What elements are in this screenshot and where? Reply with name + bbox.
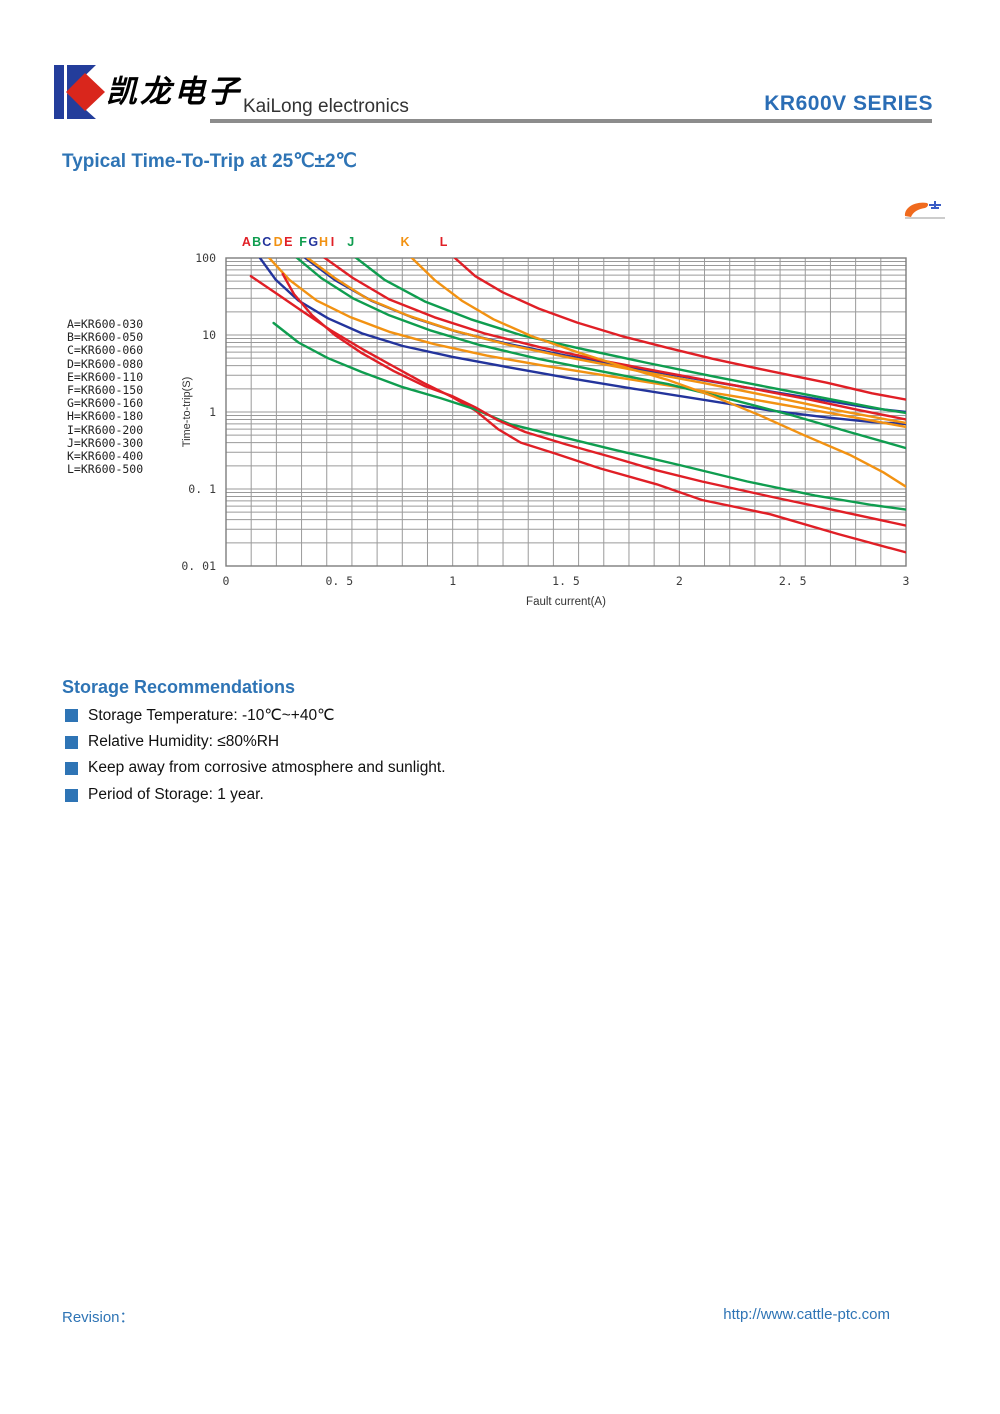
x-tick-2: 2 [676,574,683,588]
bullet-square-icon [65,762,78,775]
x-tick-2. 5: 2. 5 [779,574,807,588]
curve-label-L: L [440,235,448,249]
legend-entry: I=KR600-200 [67,422,144,437]
y-tick-0. 1: 0. 1 [188,482,216,496]
curve-E [281,272,906,527]
series-label: KR600V SERIES [764,92,933,115]
legend-entry: A=KR600-030 [67,317,144,331]
y-tick-100: 100 [195,251,216,265]
storage-item-text: Period of Storage: 1 year. [88,785,264,803]
curve-label-H: H [319,235,328,249]
curve-D [267,258,906,429]
chart-curves [249,258,906,554]
logo-chinese-text: 凯龙电子 [106,74,242,110]
curve-F [295,258,906,450]
curve-L [453,258,906,401]
curve-label-D: D [274,235,283,249]
bullet-square-icon [65,788,78,802]
x-axis-title: Fault current(A) [526,596,606,608]
legend-entry: J=KR600-300 [67,435,144,450]
storage-item: Keep away from corrosive atmosphere and … [0,759,1000,786]
page-title: Typical Time-To-Trip at 25℃±2℃ [62,151,357,172]
legend-entry: G=KR600-160 [67,396,144,411]
x-tick-1: 1 [449,574,456,588]
curve-label-G: G [308,235,318,249]
x-tick-0: 0 [223,574,230,588]
legend-entry: H=KR600-180 [67,409,144,424]
bullet-square-icon [65,735,78,749]
x-tick-3: 3 [903,574,910,588]
storage-item: Relative Humidity: ≤80%RH [0,733,1000,760]
curve-label-B: B [252,235,261,249]
storage-heading: Storage Recommendations [62,677,296,697]
y-axis-title: Time-to-trip(S) [181,377,193,447]
curve-label-F: F [299,235,307,249]
curve-label-I: I [331,235,334,249]
footer-revision-label: Revision： [62,1309,135,1326]
storage-list: Storage Temperature: -10℃~+40℃ Relative H… [0,706,1000,812]
storage-item: Period of Storage: 1 year. [0,786,1000,813]
legend-entry: F=KR600-150 [67,383,144,398]
chart-canvas: A B C D E F G H I J K L 0 0. 5 1 1. 5 2 2. 5 3 100 10 1 0. 1 0.… [181,201,945,608]
footer-url-link[interactable]: http://www.cattle-ptc.com [723,1306,890,1323]
y-tick-0. 01: 0. 01 [181,559,216,573]
y-tick-1: 1 [209,405,216,419]
storage-item: Storage Temperature: -10℃~+40℃ [0,706,1000,733]
logo-english-text: KaiLong electronics [243,96,409,117]
chart-grid [225,257,907,567]
curve-K [410,258,906,488]
axis-tick-labels: 0 0. 5 1 1. 5 2 2. 5 3 100 10 1 0. 1 0. 01 [181,251,909,588]
y-tick-10: 10 [202,328,216,342]
curve-label-J: J [347,235,354,249]
legend-entry: K=KR600-400 [67,449,144,464]
curve-C [258,258,906,426]
curve-label-K: K [401,235,410,249]
curve-H [306,258,906,425]
kailong-logo-icon [54,65,105,119]
x-tick-0. 5: 0. 5 [325,574,353,588]
legend-entry: L=KR600-500 [67,462,144,477]
header-divider [210,119,932,123]
x-tick-1. 5: 1. 5 [552,574,580,588]
legend-entry: C=KR600-060 [67,343,144,358]
curve-label-A: A [242,235,251,249]
curve-J [354,258,906,415]
curve-label-E: E [284,235,292,249]
chart-legend: A=KR600-030 B=KR600-050 C=KR600-060 D=KR600… [67,317,144,477]
storage-item-text: Storage Temperature: -10℃~+40℃ [88,707,335,724]
watermark-logo-icon [904,201,945,219]
storage-item-text: Relative Humidity: ≤80%RH [88,732,280,750]
legend-entry: B=KR600-050 [67,330,144,345]
curve-label-C: C [262,235,271,249]
storage-item-text: Keep away from corrosive atmosphere and … [88,759,446,776]
legend-entry: D=KR600-080 [67,356,144,371]
bullet-square-icon [65,709,78,722]
legend-entry: E=KR600-110 [67,369,144,384]
time-to-trip-chart: A B C D E F G H I J K L 0 0. 5 1 1. 5 2 2. 5 3 100 10 1 0. 1 0.… [0,195,1000,635]
curve-I [322,258,906,421]
